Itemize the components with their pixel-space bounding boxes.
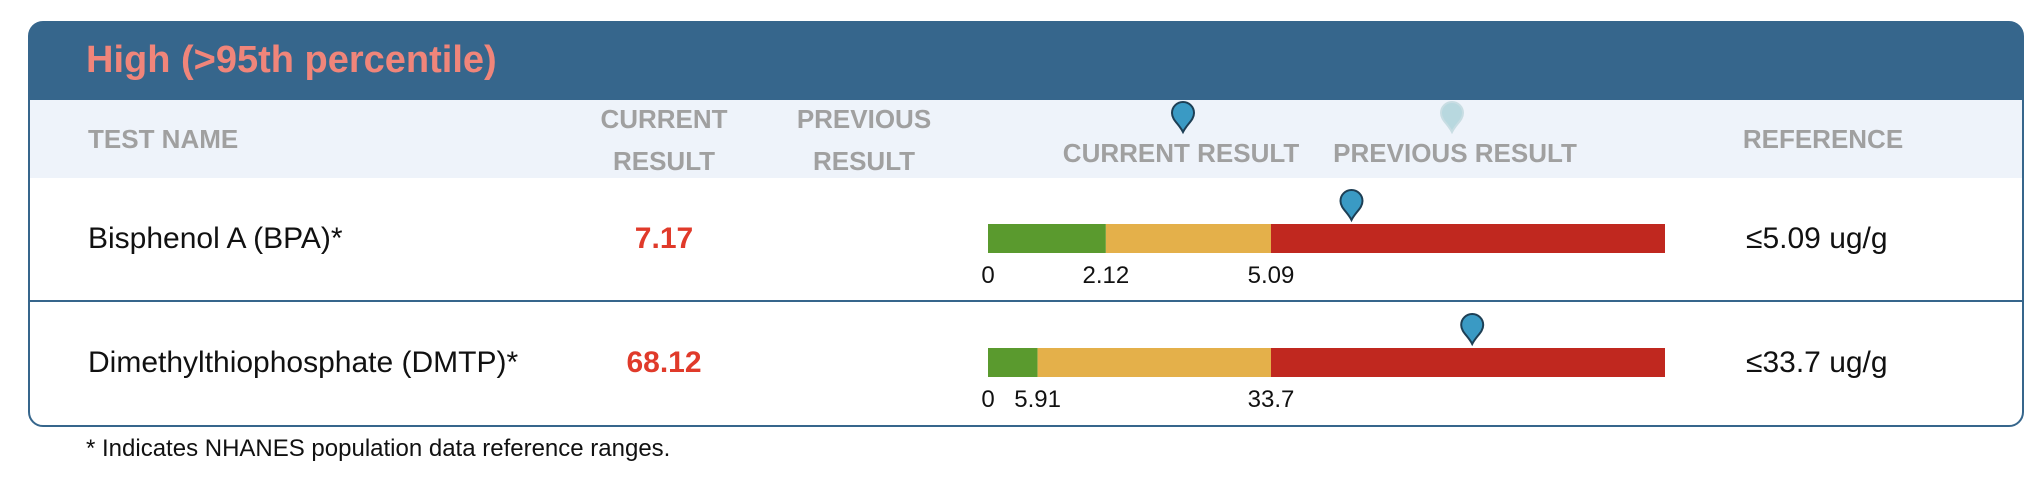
- legend-label: PREVIOUS RESULT: [1333, 138, 1577, 168]
- reference-range: ≤33.7 ug/g: [1746, 346, 1888, 379]
- range-tick-label: 33.7: [1248, 386, 1295, 413]
- column-header: PREVIOUS RESULT: [796, 104, 932, 176]
- range-tick-label: 0: [981, 262, 994, 289]
- section-title: High (>95th percentile): [86, 39, 497, 81]
- test-name: Bisphenol A (BPA)*: [88, 222, 343, 255]
- legend-previous-pin: [1439, 101, 1465, 135]
- current-marker: [1460, 313, 1485, 347]
- reference-range: ≤5.09 ug/g: [1746, 222, 1888, 255]
- column-header: CURRENT RESULT: [600, 104, 728, 176]
- range-segment: [1105, 224, 1271, 253]
- range-segment: [988, 224, 1106, 253]
- legend-current-pin: [1170, 101, 1196, 135]
- range-tick-label: 2.12: [1083, 262, 1130, 289]
- footnote: * Indicates NHANES population data refer…: [86, 435, 671, 462]
- card-header: [29, 22, 2023, 100]
- column-header-band: [30, 100, 2022, 178]
- range-segment: [988, 348, 1038, 377]
- current-value: 7.17: [634, 222, 694, 255]
- legend-label: CURRENT RESULT: [1062, 138, 1300, 168]
- column-header: REFERENCE: [1742, 124, 1904, 154]
- range-segment: [1270, 224, 1665, 253]
- range-segment: [1037, 348, 1271, 377]
- range-tick-label: 0: [981, 386, 994, 413]
- range-segment: [1270, 348, 1665, 377]
- current-marker: [1339, 189, 1364, 223]
- range-tick-label: 5.09: [1248, 262, 1295, 289]
- current-value: 68.12: [626, 346, 702, 379]
- range-tick-label: 5.91: [1014, 386, 1061, 413]
- test-name: Dimethylthiophosphate (DMTP)*: [88, 346, 519, 379]
- column-header: TEST NAME: [88, 124, 239, 154]
